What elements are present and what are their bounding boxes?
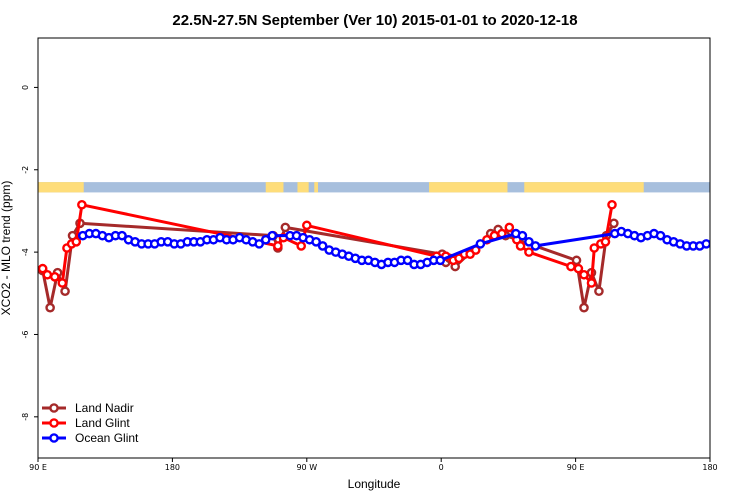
- legend-swatch-point: [49, 433, 59, 443]
- land-segment: [297, 182, 309, 193]
- y-tick-label: -4: [21, 248, 30, 256]
- data-point: [504, 222, 515, 233]
- data-point: [589, 243, 600, 253]
- data-point: [60, 286, 70, 297]
- data-point: [273, 241, 283, 251]
- land-segment: [38, 182, 84, 193]
- x-axis: 90 E 180 90 W 0 90 E 180: [29, 458, 718, 472]
- data-point: [524, 247, 534, 257]
- data-point: [50, 272, 60, 282]
- data-point: [435, 255, 446, 266]
- legend-item: Land Glint: [42, 416, 130, 430]
- land-segment: [265, 182, 284, 193]
- data-point: [296, 241, 307, 251]
- data-point: [573, 263, 584, 274]
- data-point: [609, 218, 619, 229]
- x-tick-label: 180: [702, 463, 717, 472]
- land-ocean-mask: [38, 182, 710, 193]
- data-point: [586, 278, 597, 288]
- data-point: [594, 286, 604, 297]
- y-tick-label: -8: [21, 413, 30, 421]
- data-point: [38, 263, 48, 274]
- ocean-strip: [38, 182, 710, 193]
- data-point: [402, 255, 413, 266]
- data-point: [117, 230, 127, 241]
- data-point: [42, 269, 53, 280]
- data-point: [45, 302, 55, 313]
- data-point: [566, 261, 576, 272]
- data-point: [301, 220, 312, 231]
- legend-swatch-point: [49, 403, 59, 413]
- legend-label: Land Nadir: [75, 401, 134, 415]
- y-tick-label: 0: [21, 85, 30, 90]
- data-point: [77, 199, 87, 210]
- data-point: [71, 237, 82, 247]
- x-tick-label: 0: [439, 463, 444, 472]
- y-axis: 0 -2 -4 -6 -8: [21, 85, 38, 421]
- y-axis-label: XCO2 - MLO trend (ppm): [0, 181, 13, 316]
- data-point: [475, 239, 486, 249]
- data-point: [311, 237, 321, 247]
- data-point: [254, 239, 265, 249]
- legend-item: Land Nadir: [42, 401, 134, 415]
- data-point: [655, 230, 666, 241]
- land-segment: [524, 182, 644, 193]
- x-tick-label: 180: [165, 463, 180, 472]
- series-ocean-glint: [78, 226, 710, 270]
- land-segment: [429, 182, 508, 193]
- data-point: [260, 234, 271, 245]
- data-point: [701, 239, 710, 249]
- data-point: [607, 199, 617, 210]
- x-tick-label: 90 E: [567, 463, 585, 472]
- legend-label: Land Glint: [75, 416, 130, 430]
- legend-item: Ocean Glint: [42, 431, 139, 445]
- x-tick-label: 90 E: [29, 463, 47, 472]
- data-point: [530, 241, 541, 251]
- y-tick-label: -6: [21, 330, 30, 338]
- data-point: [571, 255, 582, 266]
- x-tick-label: 90 W: [296, 463, 317, 472]
- data-point: [515, 241, 526, 251]
- data-point: [317, 241, 328, 251]
- x-axis-label: Longitude: [348, 477, 401, 491]
- data-point: [579, 302, 589, 313]
- data-point: [579, 269, 589, 280]
- chart-title: 22.5N-27.5N September (Ver 10) 2015-01-0…: [172, 12, 577, 29]
- data-point: [267, 230, 278, 241]
- data-point: [600, 237, 611, 247]
- data-point: [524, 237, 534, 247]
- plot-frame: [37, 37, 711, 459]
- legend-swatch-point: [49, 418, 59, 428]
- data-point: [280, 222, 291, 233]
- data-point: [57, 278, 68, 288]
- legend-label: Ocean Glint: [75, 431, 139, 445]
- series-layer: [38, 199, 710, 313]
- y-tick-label: -2: [21, 166, 30, 174]
- data-point: [517, 230, 528, 241]
- land-segment: [314, 182, 318, 193]
